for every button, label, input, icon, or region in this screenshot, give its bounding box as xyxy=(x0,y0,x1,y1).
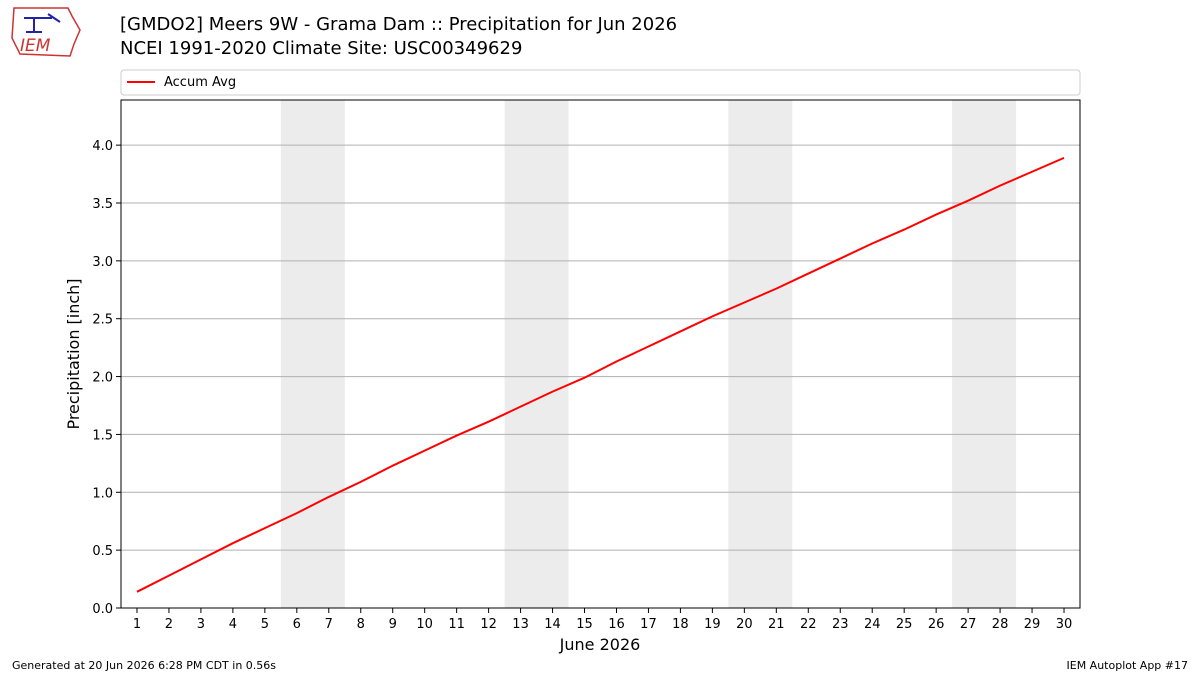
logo-outline xyxy=(11,7,81,57)
y-tick-label: 2.0 xyxy=(92,371,113,386)
y-tick-label: 4.0 xyxy=(92,139,113,154)
logo-icon xyxy=(24,13,61,33)
footer-right: IEM Autoplot App #17 xyxy=(1067,659,1189,672)
y-tick-label: 0.5 xyxy=(92,544,113,559)
chart-title: [GMDO2] Meers 9W - Grama Dam :: Precipit… xyxy=(120,14,677,35)
x-tick-label: 7 xyxy=(325,617,333,632)
y-tick-label: 1.0 xyxy=(92,486,113,501)
x-tick-label: 23 xyxy=(832,617,849,632)
y-axis-label: Precipitation [inch] xyxy=(64,278,83,429)
x-tick-label: 2 xyxy=(165,617,173,632)
y-tick-label: 3.0 xyxy=(92,255,113,270)
x-tick-label: 6 xyxy=(293,617,301,632)
x-tick-label: 12 xyxy=(480,617,497,632)
weekend-shade xyxy=(952,100,1017,608)
x-tick-label: 29 xyxy=(1024,617,1041,632)
chart-subtitle: NCEI 1991-2020 Climate Site: USC00349629 xyxy=(120,38,522,59)
weekend-shade xyxy=(728,100,793,608)
x-tick-label: 3 xyxy=(197,617,205,632)
x-tick-label: 24 xyxy=(864,617,881,632)
x-tick-label: 28 xyxy=(992,617,1009,632)
x-tick-label: 20 xyxy=(736,617,753,632)
logo: IEM xyxy=(11,7,81,57)
series-line xyxy=(136,156,1065,593)
plot-frame xyxy=(120,99,1081,609)
x-tick-label: 14 xyxy=(544,617,561,632)
x-tick-label: 16 xyxy=(608,617,625,632)
x-tick-label: 26 xyxy=(928,617,945,632)
legend-label: Accum Avg xyxy=(164,75,236,90)
y-tick-label: 3.5 xyxy=(92,197,113,212)
x-tick-label: 4 xyxy=(229,617,237,632)
x-axis-label: June 2026 xyxy=(559,635,641,654)
y-tick-label: 2.5 xyxy=(92,313,113,328)
x-tick-label: 21 xyxy=(768,617,785,632)
x-tick-label: 1 xyxy=(133,617,141,632)
x-tick-label: 18 xyxy=(672,617,689,632)
y-tick-label: 1.5 xyxy=(92,428,113,443)
footer-left: Generated at 20 Jun 2026 6:28 PM CDT in … xyxy=(12,659,276,672)
x-tick-label: 11 xyxy=(448,617,465,632)
x-tick-label: 30 xyxy=(1056,617,1073,632)
x-tick-label: 13 xyxy=(512,617,529,632)
x-tick-label: 15 xyxy=(576,617,593,632)
x-tick-label: 17 xyxy=(640,617,657,632)
x-tick-label: 8 xyxy=(357,617,365,632)
x-tick-label: 19 xyxy=(704,617,721,632)
weekend-shade xyxy=(280,100,345,608)
legend-box xyxy=(120,69,1081,96)
y-tick-label: 0.0 xyxy=(92,602,113,617)
x-tick-label: 5 xyxy=(261,617,269,632)
x-tick-label: 9 xyxy=(389,617,397,632)
x-tick-label: 27 xyxy=(960,617,977,632)
logo-text: IEM xyxy=(20,36,51,56)
weekend-shade xyxy=(504,100,569,608)
x-tick-label: 10 xyxy=(416,617,433,632)
x-tick-label: 25 xyxy=(896,617,913,632)
x-tick-label: 22 xyxy=(800,617,817,632)
